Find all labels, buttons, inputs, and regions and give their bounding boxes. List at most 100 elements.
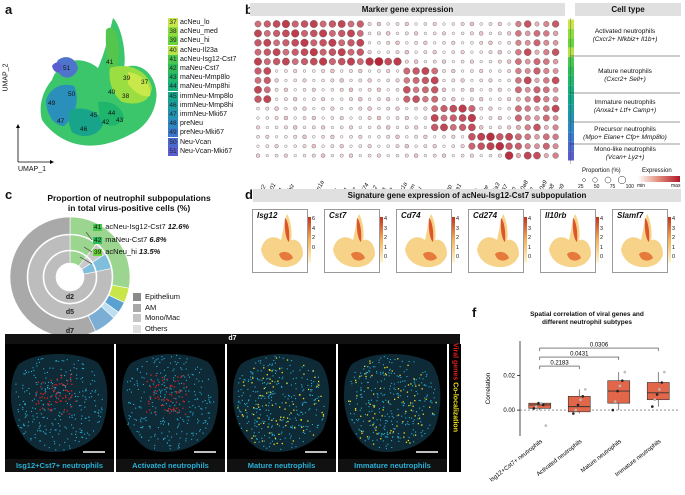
dotplot-dot <box>263 76 271 84</box>
cluster-number: 41 <box>168 54 178 64</box>
dotplot-row-color <box>568 132 574 142</box>
dotplot-dot <box>272 57 281 66</box>
dotplot-dot <box>469 31 474 36</box>
dotplot-dot <box>395 22 400 26</box>
dotplot-dot <box>552 96 559 103</box>
cluster-name: acNeu_med <box>180 28 218 36</box>
dotplot-grid <box>254 19 574 161</box>
dotplot-dot <box>412 86 420 93</box>
dotplot-dot <box>337 48 346 57</box>
dotplot-dot <box>386 50 390 54</box>
signature-gene-name: Isg12 <box>257 211 278 220</box>
dotplot-dot <box>281 19 290 29</box>
dotplot-dot <box>497 21 502 27</box>
dotplot-dot <box>515 124 521 130</box>
cluster-name: immNeu-Mki67 <box>180 111 228 118</box>
dotplot-dot <box>282 57 290 66</box>
dotplot-dot <box>330 153 335 158</box>
box-point <box>613 400 617 403</box>
signature-colorbar-ticks: 6 4 2 0 <box>312 215 315 253</box>
callout-number: 39 <box>93 249 103 256</box>
dotplot-dot <box>358 97 363 102</box>
cluster-number: 37 <box>168 18 178 27</box>
dotplot-dot <box>263 95 272 104</box>
donut-title: Proportion of neutrophil subpopulations … <box>47 193 211 213</box>
dotplot-dot <box>479 116 483 120</box>
dotplot-dot <box>310 29 318 38</box>
dotplot-dot <box>542 142 550 150</box>
svg-text:38: 38 <box>122 93 130 100</box>
y-axis-label: Correlation <box>485 372 492 404</box>
celltype-immature: Immature neutrophils (Anxa1+ Ltf+ Camp+) <box>593 99 657 114</box>
dotplot-dot <box>432 153 437 158</box>
donut-ring-label: d2 <box>66 294 74 301</box>
dotplot-dot <box>470 41 474 45</box>
dotplot-dot <box>432 144 437 149</box>
signature-gene-name: Cd74 <box>401 211 421 220</box>
significance-bracket <box>539 365 580 370</box>
dotplot-row-color <box>568 19 574 29</box>
dotplot-dot <box>440 114 448 122</box>
cluster-number: 50 <box>168 137 178 147</box>
dotplot-dot <box>423 50 428 55</box>
dotplot-dot <box>432 59 437 64</box>
dotplot-dot <box>551 104 560 113</box>
dotplot-dot <box>486 132 495 141</box>
dotplot-dot <box>498 107 502 111</box>
dotplot-dot <box>302 125 307 130</box>
dotplot-dot <box>422 86 429 94</box>
dotplot-dot <box>469 87 474 92</box>
dotplot-dot <box>423 134 428 139</box>
dotplot-dot <box>488 78 493 83</box>
svg-text:45: 45 <box>90 112 98 119</box>
dotplot-dot <box>449 104 458 113</box>
dotplot-dot <box>460 153 465 158</box>
colorbar-tick: 2 <box>672 235 676 241</box>
dotplot-dot <box>405 107 409 111</box>
dotplot-dot <box>459 123 467 131</box>
dotplot-dot <box>498 69 502 73</box>
colorbar-tick: 0 <box>528 254 532 260</box>
dotplot-dot <box>349 116 353 120</box>
dotplot-dot <box>275 69 279 73</box>
dotplot-dot <box>423 116 428 120</box>
colorbar-tick: 1 <box>528 244 532 251</box>
dotplot-dot <box>310 57 318 66</box>
dotplot-dot <box>376 153 381 158</box>
legend-label: Others <box>145 323 168 333</box>
dotplot-dot <box>421 67 430 75</box>
dotplot-dot <box>274 78 279 83</box>
dotplot-dot <box>460 87 465 92</box>
dotplot-dot <box>347 57 355 66</box>
cluster-name: acNeu_lo <box>180 19 210 26</box>
dotplot-dot <box>349 78 353 83</box>
dotplot-dot <box>254 95 262 103</box>
dotplot-dot <box>263 67 272 75</box>
dotplot-dot <box>284 97 288 102</box>
dotplot-dot <box>552 115 559 121</box>
dotplot-dot <box>302 153 307 158</box>
dotplot-dot <box>479 88 483 92</box>
microscopy-panel: Mature neutrophils <box>227 344 336 472</box>
dotplot-dot <box>431 86 439 94</box>
cluster-number: 49 <box>168 128 178 138</box>
dotplot-dot <box>469 21 475 27</box>
dotplot-dot <box>534 115 540 121</box>
dotplot-dot <box>507 22 511 26</box>
dotplot-dot <box>430 114 439 122</box>
dotplot-dot <box>377 78 381 82</box>
dotplot-dot <box>488 31 493 36</box>
callout-value: 13.5% <box>139 247 161 256</box>
dotplot-dot <box>507 69 512 73</box>
significance-bracket <box>539 347 659 352</box>
dotplot-dot <box>488 88 493 92</box>
dotplot-dot <box>433 41 437 45</box>
expression-max: max <box>671 183 681 189</box>
dotplot-dot <box>552 40 559 46</box>
signature-umap-panel: Cd274 <box>468 209 524 273</box>
svg-text:49: 49 <box>48 100 56 107</box>
cluster-number: 42 <box>168 64 178 73</box>
dotplot-dot <box>393 57 402 66</box>
dotplot-dot <box>274 97 279 101</box>
boxplot-title: Spatial correlation of viral genes and d… <box>530 311 644 326</box>
